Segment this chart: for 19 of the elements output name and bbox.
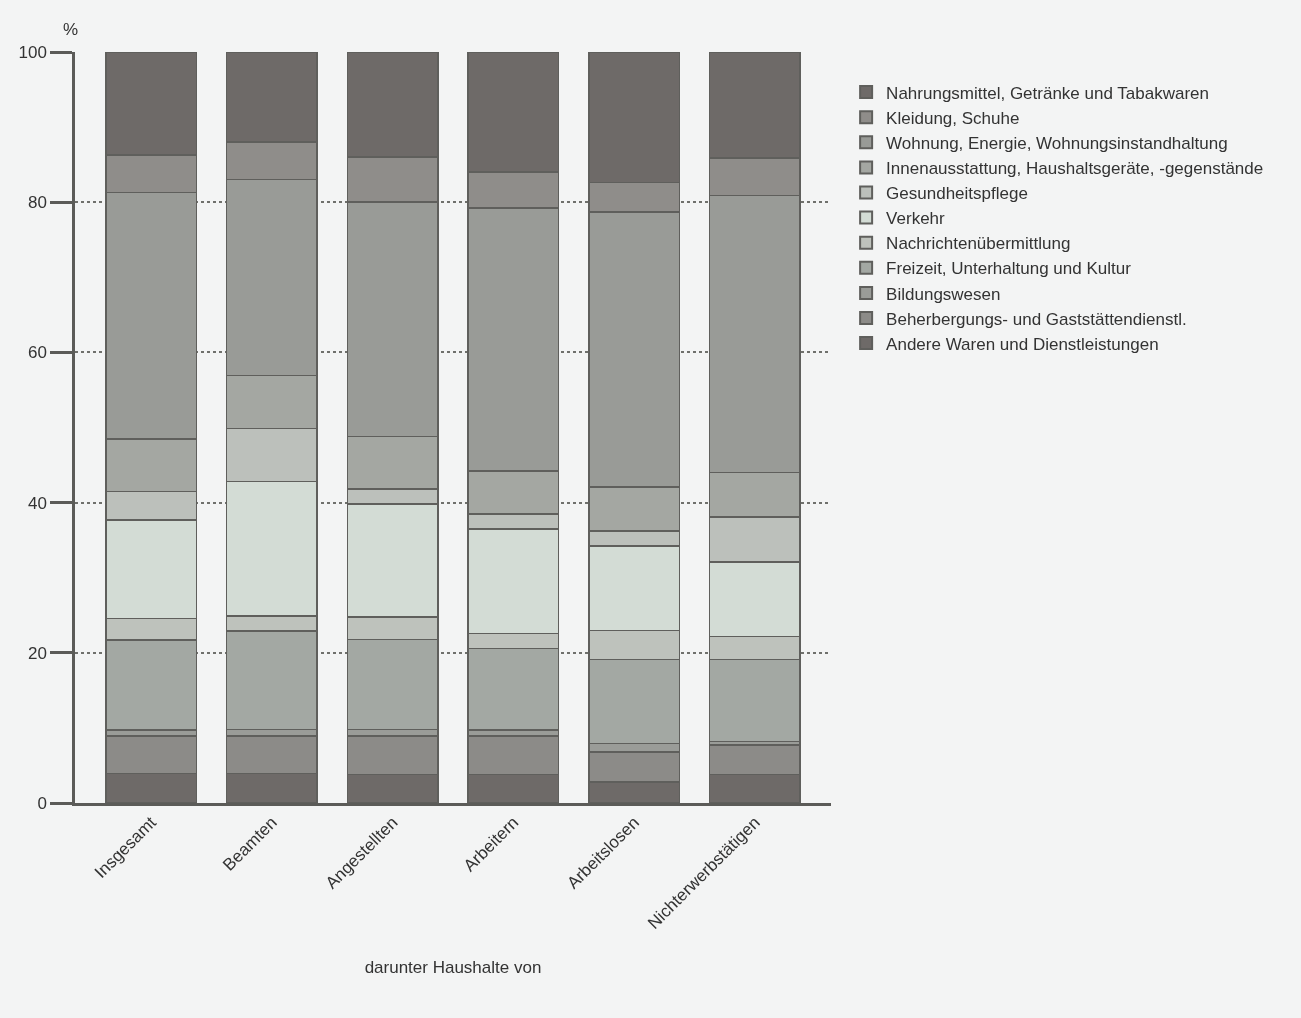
- legend-label: Nachrichtenübermittlung: [886, 234, 1071, 254]
- legend-label: Wohnung, Energie, Wohnungsinstandhaltung: [886, 133, 1228, 153]
- y-tick-label: 60: [27, 343, 47, 363]
- legend-label: Beherbergungs- und Gaststättendienstl.: [886, 309, 1187, 329]
- y-tick-label: 80: [27, 193, 47, 213]
- legend-label: Gesundheitspflege: [886, 184, 1028, 204]
- legend-label: Innenausstattung, Haushaltsgeräte, -gegenstände: [886, 159, 1264, 179]
- legend-label: Andere Waren und Dienstleistungen: [886, 334, 1159, 354]
- legend-label: Bildungswesen: [886, 284, 1001, 304]
- legend-label: Freizeit, Unterhaltung und Kultur: [886, 259, 1132, 279]
- y-tick-label: 20: [27, 643, 47, 663]
- legend-label: Kleidung, Schuhe: [886, 108, 1020, 128]
- legend-label: Nahrungsmittel, Getränke und Tabakwaren: [886, 83, 1209, 103]
- x-axis-title: darunter Haushalte von: [364, 958, 542, 978]
- y-tick-label: 100: [18, 42, 47, 62]
- y-tick-label: 0: [37, 793, 47, 813]
- y-tick-label: 40: [27, 493, 47, 513]
- legend-label: Verkehr: [886, 209, 946, 229]
- y-axis-title: %: [63, 20, 79, 39]
